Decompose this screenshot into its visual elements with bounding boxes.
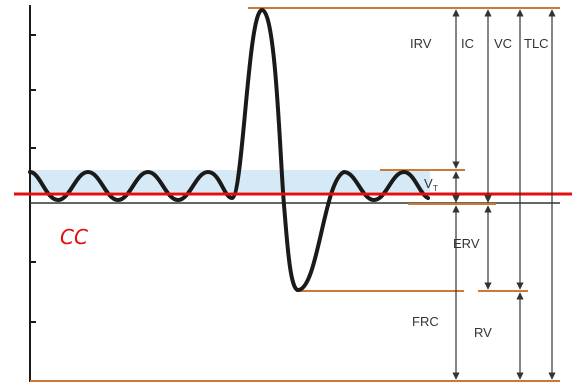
cc-label: CC bbox=[60, 225, 88, 249]
ic-label: IC bbox=[461, 36, 474, 51]
vt-label: V bbox=[424, 176, 433, 191]
vc-label: VC bbox=[494, 36, 512, 51]
volume-level-lines bbox=[248, 7, 560, 292]
tlc-label: TLC bbox=[524, 36, 549, 51]
spirometry-trace bbox=[28, 8, 430, 292]
y-axis-ticks bbox=[30, 34, 36, 323]
tidal-volume-band bbox=[30, 170, 430, 192]
erv-label: ERV bbox=[453, 236, 480, 251]
rv-label: RV bbox=[474, 325, 492, 340]
irv-label: IRV bbox=[410, 36, 432, 51]
volume-arrows bbox=[452, 9, 556, 380]
frc-label: FRC bbox=[412, 314, 439, 329]
vt-subscript: T bbox=[433, 184, 438, 193]
